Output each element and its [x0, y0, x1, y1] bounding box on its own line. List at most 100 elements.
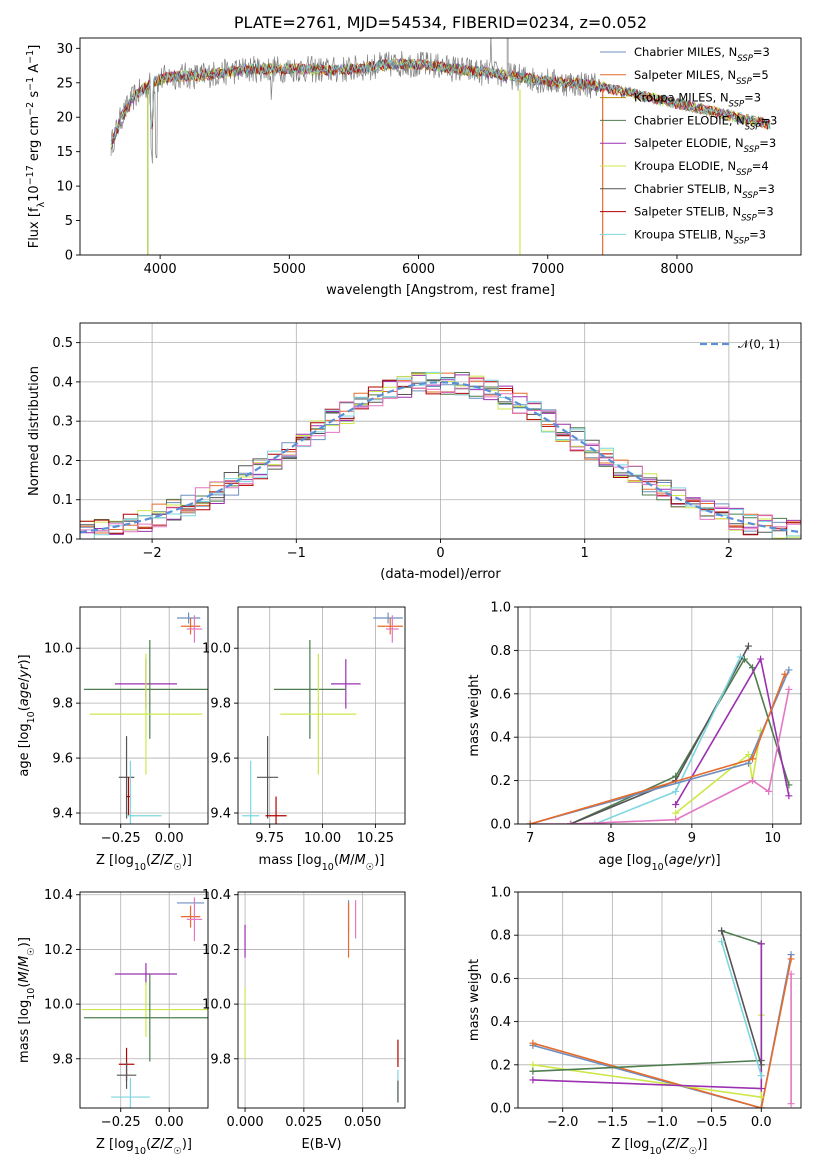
y-tick-label: 9.8	[52, 697, 73, 712]
label-part: /	[160, 853, 165, 868]
x-axis-label: age [log10(age/yr)]	[598, 853, 720, 873]
mass-weight-marker	[672, 809, 680, 817]
mass-weight-marker	[718, 938, 726, 946]
label-part: yr	[17, 663, 32, 679]
y-tick-label: 10.4	[44, 888, 73, 903]
legend-text-part: Salpeter ELODIE, N	[634, 136, 744, 150]
axes-frame	[79, 322, 802, 540]
mass-weight-marker	[736, 653, 744, 661]
errorbar-layer	[242, 612, 403, 824]
mass-weight-marker	[744, 751, 752, 759]
legend-text-part: SSP	[734, 236, 750, 246]
mass-weight-marker	[526, 820, 534, 824]
mass-weight-marker	[672, 787, 680, 795]
axes-frame	[517, 606, 802, 825]
y-tick-label: 0.2	[52, 454, 73, 469]
y-tick-label: 9.6	[52, 752, 73, 767]
label-part: )]	[697, 1137, 707, 1152]
legend-text-part: =3	[760, 113, 777, 127]
x-tick-label: −2	[143, 546, 162, 561]
label-part: 10	[26, 988, 37, 1000]
label-part: /	[17, 966, 32, 971]
y-tick-label: 9.4	[52, 807, 73, 822]
x-tick-label: 7	[526, 831, 534, 846]
legend-text-part: Salpeter MILES, N	[634, 68, 736, 82]
legend-text-part: SSP	[741, 214, 757, 224]
label-part: (	[17, 706, 32, 711]
x-axis-label: Z [log10(Z/Z☉)]	[611, 1137, 707, 1157]
errorbar-layer	[83, 612, 208, 824]
label-part: erg cm	[27, 116, 42, 165]
legend-label-8: Kroupa STELIB, NSSP=3	[634, 227, 766, 246]
legend-text-part: Chabrier MILES, N	[634, 45, 737, 59]
mass-weight-line-5	[720, 930, 763, 1066]
label-part: age [	[17, 743, 32, 776]
legend-label-6: Chabrier STELIB, NSSP=3	[634, 182, 775, 201]
label-part: Flux [f	[27, 207, 42, 248]
label-part: )]	[374, 853, 384, 868]
legend-text-part: SSP	[745, 122, 761, 132]
y-tick-label: 0.0	[52, 533, 73, 548]
label-part: M	[339, 853, 350, 868]
label-part: 10	[134, 862, 146, 873]
x-tick-label: 5000	[273, 262, 306, 277]
label-part: ☉	[26, 947, 37, 956]
normal-curve	[80, 381, 801, 534]
y-tick-label: 0.4	[490, 1015, 511, 1030]
x-tick-label: 8000	[660, 262, 693, 277]
label-part: /	[17, 677, 32, 682]
label-part: 10	[134, 1146, 146, 1157]
label-part: Z	[666, 1137, 677, 1152]
label-part: −1	[25, 50, 36, 64]
legend-text-part: =3	[758, 182, 775, 196]
mass-weight-marker	[787, 970, 795, 978]
mass-weight-marker	[757, 940, 765, 948]
x-axis-label: (data-model)/error	[380, 567, 501, 582]
axes-frame	[237, 891, 406, 1109]
y-tick-label: 0.3	[52, 415, 73, 430]
label-part: 10	[27, 185, 42, 202]
label-part: log	[630, 1137, 650, 1152]
y-tick-label: 25	[56, 76, 73, 91]
mass-weight-marker	[672, 816, 680, 824]
model-spectrum-7	[110, 58, 771, 145]
mass-weight-marker	[787, 1100, 795, 1108]
label-part: /	[350, 853, 355, 868]
label-part: (	[17, 983, 32, 988]
y-tick-label: 0.6	[490, 972, 511, 987]
x-tick-label: 4000	[144, 262, 177, 277]
legend-label-1: Salpeter MILES, NSSP=5	[634, 68, 769, 87]
x-axis-label: mass [log10(M/M☉)]	[259, 853, 385, 873]
label-part: E(B-V)	[301, 1137, 341, 1152]
x-tick-label: 10	[764, 831, 781, 846]
y-tick-label: 9.6	[210, 752, 231, 767]
legend-text-part: =5	[752, 68, 769, 82]
x-axis-label: Z [log10(Z/Z☉)]	[96, 1137, 192, 1157]
legend-text-part: =4	[752, 159, 769, 173]
chart-title: PLATE=2761, MJD=54534, FIBERID=0234, z=0…	[234, 13, 647, 32]
label-part: 10	[26, 711, 37, 723]
y-tick-label: 10.0	[44, 998, 73, 1013]
mass-weight-marker	[748, 755, 756, 763]
mass-weight-marker	[785, 685, 793, 693]
label-part: age	[669, 853, 693, 868]
mass-weight-marker	[781, 670, 789, 678]
mass-weight-marker	[785, 666, 793, 674]
label-part: )]	[710, 853, 720, 868]
y-tick-label: 10.0	[44, 642, 73, 657]
x-tick-label: 6000	[402, 262, 435, 277]
label-part: age [	[598, 853, 631, 868]
legend-label-4: Salpeter ELODIE, NSSP=3	[634, 136, 776, 155]
mass-weight-marker	[529, 1039, 537, 1047]
x-tick-label: −1.5	[597, 1115, 629, 1130]
label-part: )]	[17, 937, 32, 947]
y-axis-label: mass [log10(M/M☉)]	[17, 937, 37, 1063]
mass-weight-marker	[529, 1061, 537, 1069]
x-tick-label: 1	[581, 546, 589, 561]
label-part: log	[114, 853, 134, 868]
label-part: 10	[322, 862, 334, 873]
label-part: ☉	[366, 862, 375, 873]
histogram-8	[80, 378, 801, 537]
x-tick-label: 7000	[531, 262, 564, 277]
y-tick-label: 15	[56, 145, 73, 160]
